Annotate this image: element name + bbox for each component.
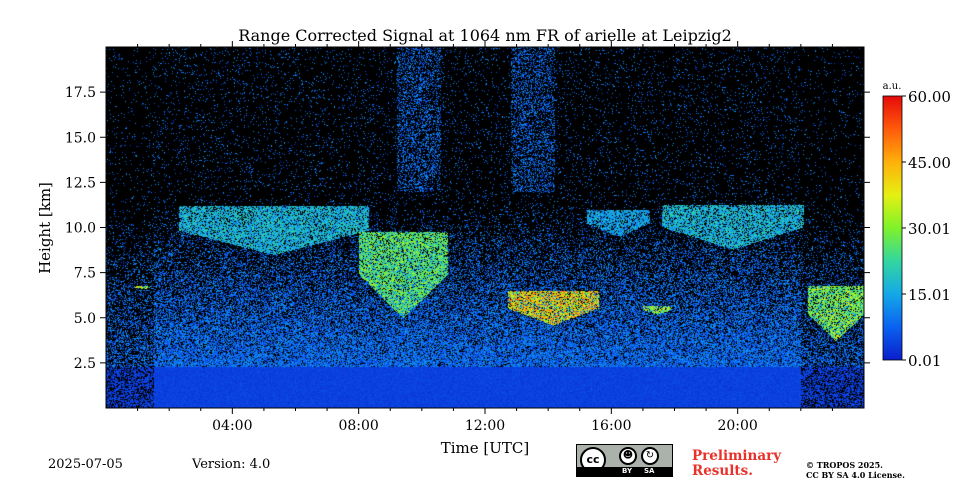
cc-license-badge: cc ☻ ↻ BY SA — [576, 444, 673, 477]
preliminary-line-1: Preliminary — [692, 448, 782, 464]
y-tick-label: 12.5 — [65, 175, 96, 191]
license-sa-label: SA — [644, 467, 655, 475]
colorbar — [882, 95, 903, 361]
colorbar-tick-label: 60.00 — [908, 88, 951, 106]
colorbar-tick-label: 0.01 — [908, 352, 941, 370]
colorbar-tick-label: 15.01 — [908, 286, 951, 304]
license-by-label: BY — [622, 467, 633, 475]
copyright-line-1: © TROPOS 2025. — [806, 460, 883, 470]
x-tick-label: 08:00 — [338, 418, 378, 434]
x-tick-label: 12:00 — [465, 418, 505, 434]
axis-ticks: 04:00 08:00 12:00 16:00 20:00 2.5 5.0 7.5 10.0 12… — [65, 41, 870, 434]
chart-title: Range Corrected Signal at 1064 nm FR of … — [238, 26, 732, 45]
x-axis-label: Time [UTC] — [441, 439, 530, 457]
license-bar — [577, 467, 672, 476]
preliminary-line-2: Results. — [692, 463, 753, 479]
date-label: 2025-07-05 — [48, 457, 123, 472]
y-axis-label: Height [km] — [36, 182, 54, 274]
by-person-icon: ☻ — [619, 447, 637, 465]
copyright-note: © TROPOS 2025. CC BY SA 4.0 License. — [806, 460, 905, 480]
y-tick-label: 15.0 — [65, 130, 96, 146]
y-tick-label: 5.0 — [74, 311, 96, 327]
y-tick-label: 10.0 — [65, 221, 96, 237]
heatmap-image — [106, 47, 864, 408]
preliminary-note: Preliminary Results. — [692, 449, 781, 479]
y-tick-label: 2.5 — [74, 356, 96, 372]
x-tick-label: 20:00 — [717, 418, 757, 434]
colorbar-tick-label: 30.01 — [908, 220, 951, 238]
x-tick-label: 04:00 — [212, 418, 252, 434]
heatmap-wrapper — [106, 47, 864, 408]
copyright-line-2: CC BY SA 4.0 License. — [806, 470, 905, 480]
colorbar-unit: a.u. — [883, 81, 902, 92]
colorbar-tick-label: 45.00 — [908, 154, 951, 172]
x-tick-label: 16:00 — [591, 418, 631, 434]
y-tick-label: 7.5 — [74, 266, 96, 282]
colorbar-ticks: 0.01 15.01 30.01 45.00 60.00 — [902, 88, 951, 370]
y-tick-label: 17.5 — [65, 85, 96, 101]
sa-share-icon: ↻ — [641, 447, 659, 465]
version-label: Version: 4.0 — [192, 457, 271, 472]
